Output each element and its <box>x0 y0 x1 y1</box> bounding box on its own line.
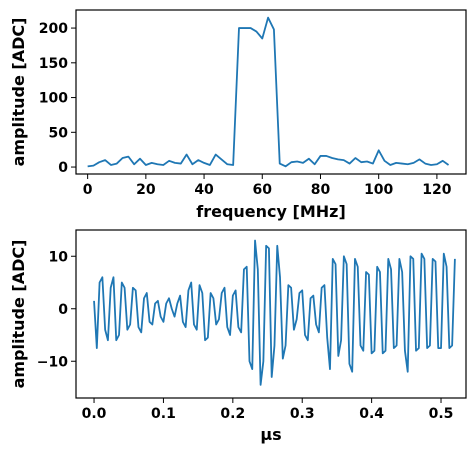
x-tick-label-bottom: 0.0 <box>82 406 107 422</box>
x-tick-label-top: 80 <box>311 182 331 198</box>
y-axis-label-bottom: amplitude [ADC] <box>9 240 28 389</box>
x-tick-label-bottom: 0.2 <box>220 406 245 422</box>
y-tick-label-top: 200 <box>39 21 68 37</box>
y-tick-label-top: 50 <box>49 125 69 141</box>
x-tick-label-bottom: 0.4 <box>359 406 384 422</box>
y-tick-label-bottom: 10 <box>49 249 69 265</box>
x-axis-label-top: frequency [MHz] <box>196 202 346 221</box>
x-tick-label-bottom: 0.1 <box>151 406 176 422</box>
series-line-top <box>87 16 450 168</box>
y-tick-label-bottom: 0 <box>58 302 68 318</box>
y-axis-label-top: amplitude [ADC] <box>9 18 28 167</box>
y-tick-label-top: 150 <box>39 56 68 72</box>
y-tick-label-top: 100 <box>39 91 68 107</box>
x-tick-label-top: 40 <box>194 182 214 198</box>
plot-frame-bottom <box>75 229 467 399</box>
x-tick-label-top: 100 <box>364 182 393 198</box>
x-tick-label-bottom: 0.3 <box>290 406 315 422</box>
tick-group-bottom: 0.0 0.1 0.2 0.3 0.4 0.5 −10 0 10 <box>37 249 454 422</box>
x-tick-label-top: 20 <box>136 182 156 198</box>
tick-group-top: 0 20 40 60 80 100 120 0 50 100 150 200 <box>39 21 452 198</box>
x-tick-label-top: 0 <box>83 182 93 198</box>
series-line-bottom <box>93 239 456 386</box>
chart-bottom: 0.0 0.1 0.2 0.3 0.4 0.5 −10 0 10 μs amplitude [A… <box>9 229 467 444</box>
x-tick-label-bottom: 0.5 <box>429 406 454 422</box>
y-tick-label-bottom: −10 <box>37 354 68 370</box>
x-tick-label-top: 120 <box>422 182 451 198</box>
x-tick-label-top: 60 <box>253 182 273 198</box>
chart-top: 0 20 40 60 80 100 120 0 50 100 150 200 frequency [M… <box>9 9 467 221</box>
y-tick-label-top: 0 <box>58 160 68 176</box>
plot-frame-top <box>75 9 467 175</box>
x-axis-label-bottom: μs <box>260 425 281 444</box>
